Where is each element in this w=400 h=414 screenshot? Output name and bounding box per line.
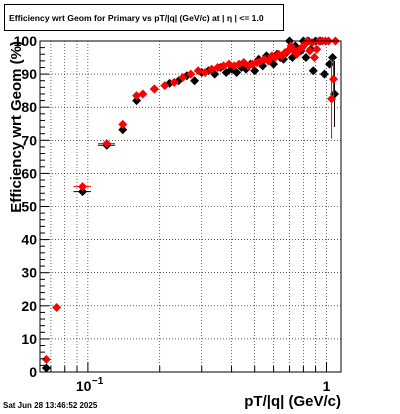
- data-point: [41, 363, 51, 373]
- data-point: [138, 89, 148, 99]
- data-point: [118, 119, 128, 129]
- grid-layer: [40, 41, 341, 372]
- chart-title-box: Efficiency wrt Geom for Primary vs pT/|q…: [4, 4, 284, 31]
- x-tick-label: 1: [323, 378, 331, 394]
- y-tick-label: 20: [21, 298, 37, 314]
- data-point: [193, 66, 203, 76]
- data-point: [78, 182, 88, 192]
- y-tick-label: 60: [21, 165, 37, 181]
- data-point: [102, 139, 112, 149]
- data-point: [186, 69, 196, 79]
- data-point: [309, 53, 319, 63]
- data-point: [319, 69, 329, 79]
- data-point: [118, 125, 128, 135]
- data-point: [329, 74, 339, 84]
- y-axis-label: Efficiency wrt Geom (%): [8, 41, 25, 213]
- chart-title: Efficiency wrt Geom for Primary vs pT/|q…: [9, 13, 264, 23]
- x-axis-label: pT/|q| (GeV/c): [244, 393, 341, 410]
- data-point: [190, 76, 200, 86]
- data-point: [250, 66, 260, 76]
- data-point: [305, 46, 315, 56]
- points-layer: [41, 36, 340, 373]
- data-point: [149, 84, 159, 94]
- data-point: [200, 67, 210, 77]
- y-tick-label: 100: [14, 33, 38, 49]
- data-point: [41, 354, 51, 364]
- series-0: [41, 36, 339, 373]
- y-tick-label: 90: [21, 66, 37, 82]
- data-point: [312, 44, 322, 54]
- y-tick-label: 30: [21, 265, 37, 281]
- data-point: [307, 38, 317, 48]
- data-point: [78, 187, 88, 197]
- data-point: [160, 81, 170, 91]
- y-tick-label: 10: [21, 331, 37, 347]
- y-tick-label: 70: [21, 132, 37, 148]
- x-tick-label: 10: [76, 378, 92, 394]
- data-point: [328, 53, 338, 63]
- x-tick-label-exponent: −1: [92, 376, 104, 387]
- data-point: [169, 77, 179, 87]
- data-point: [308, 66, 318, 76]
- date-stamp: Sat Jun 28 13:46:52 2025: [3, 401, 98, 410]
- y-tick-label: 80: [21, 99, 37, 115]
- y-tick-label: 50: [21, 199, 37, 215]
- data-point: [132, 91, 142, 101]
- series-1: [41, 36, 340, 364]
- y-tick-label: 0: [29, 364, 37, 380]
- data-point: [232, 67, 242, 77]
- data-point: [52, 302, 62, 312]
- y-tick-label: 40: [21, 232, 37, 248]
- data-point: [301, 53, 311, 63]
- data-point: [178, 72, 188, 82]
- ticks-layer: [40, 40, 328, 373]
- data-point: [132, 96, 142, 106]
